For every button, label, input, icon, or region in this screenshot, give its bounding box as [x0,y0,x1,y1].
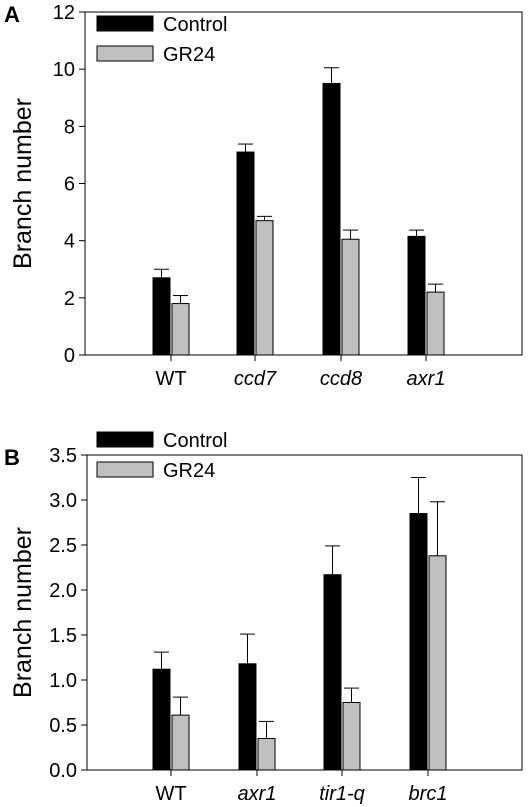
y-tick-label: 0.0 [49,760,77,782]
panel-letter: B [4,445,20,470]
legend-label-gr24: GR24 [163,44,215,66]
y-tick-label: 2.5 [49,535,77,557]
chart-panel-a: 0 2 4 6 8 10 12 Branch number A WT ccd7 ccd8 axr1 Con… [4,2,523,390]
x-category-label: WT [155,783,186,805]
x-category-label: brc1 [409,783,448,805]
bar-control-tir1-q [323,574,342,771]
bar-control-wt [152,668,171,771]
y-tick-label: 1.5 [49,625,77,647]
x-category-label: ccd7 [234,368,277,390]
bar-control-ccd8 [322,82,341,356]
plot-frame [86,454,523,771]
legend-swatch-control [96,15,154,32]
bar-gr24-wt [171,714,190,771]
y-tick-label: 0.5 [49,715,77,737]
bar-control-ccd7 [236,151,255,356]
y-tick-label: 10 [53,59,75,81]
chart-panel-b: 0.0 0.5 1.0 1.5 2.0 2.5 3.0 3.5 Branch number B WT… [4,430,523,805]
bar-control-brc1 [409,513,428,771]
bar-control-axr1 [238,663,257,771]
y-tick-label: 12 [53,2,75,24]
y-tick-label: 2 [64,288,75,310]
y-tick-label: 4 [64,231,75,253]
bar-gr24-axr1 [257,738,276,771]
bar-gr24-axr1 [426,291,445,356]
y-tick-label: 1.0 [49,670,77,692]
bar-gr24-ccd8 [341,238,360,356]
bar-gr24-tir1-q [342,702,361,771]
y-tick-label: 3.0 [49,490,77,512]
panel-letter: A [4,2,20,27]
x-category-label: axr1 [407,368,446,390]
bar-control-wt [152,277,171,356]
y-axis-label: Branch number [9,527,37,698]
legend-swatch-control [96,431,154,448]
plot-frame [84,11,523,356]
legend-label-control: Control [163,14,227,36]
y-axis-label: Branch number [9,98,37,269]
y-tick-label: 8 [64,116,75,138]
x-category-label: tir1-q [319,783,365,805]
legend-label-control: Control [163,430,227,452]
legend-swatch-gr24 [96,45,154,62]
y-tick-label: 2.0 [49,580,77,602]
x-category-label: WT [155,368,186,390]
x-category-label: ccd8 [320,368,362,390]
bar-control-axr1 [407,235,426,356]
bar-gr24-brc1 [428,555,447,771]
y-tick-label: 6 [64,174,75,196]
bar-gr24-wt [171,303,190,356]
y-tick-label: 3.5 [49,445,77,467]
y-tick-label: 0 [64,345,75,367]
legend-label-gr24: GR24 [163,460,215,482]
legend: Control GR24 [96,14,227,66]
legend-swatch-gr24 [96,461,154,478]
x-category-label: axr1 [238,783,277,805]
bar-gr24-ccd7 [255,220,274,356]
legend: Control GR24 [96,430,227,482]
